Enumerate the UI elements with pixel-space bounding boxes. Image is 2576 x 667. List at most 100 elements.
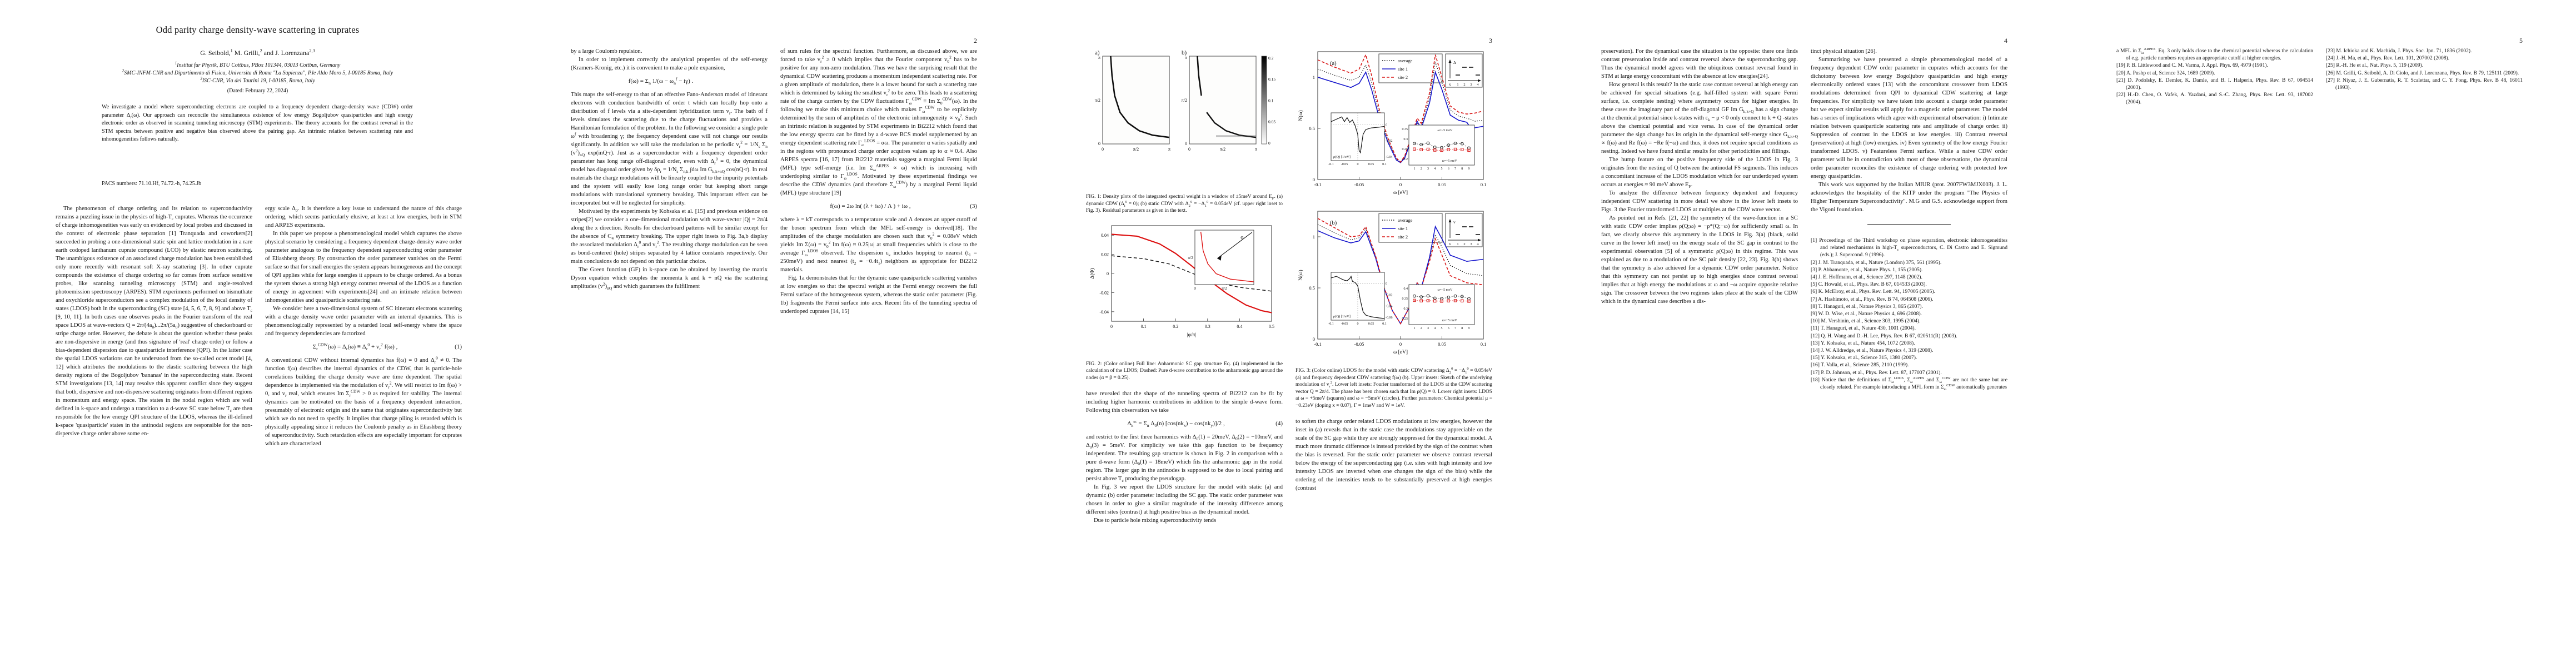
paragraph: ergy scale Δ0. It is therefore a key iss…	[265, 206, 462, 228]
paper-page-1: Odd parity charge density-wave scatterin…	[0, 0, 515, 667]
reference-item: [27] P. Niyaz, J. E. Gubernatis, R. T. S…	[2326, 77, 2523, 91]
svg-text:average: average	[1398, 58, 1413, 63]
paragraph: In this paper we propose a phenomenologi…	[265, 231, 462, 303]
affiliation-3: 3ISC-CNR, Via dei Taurini 19, I-00185, R…	[200, 76, 315, 84]
reference-item: [21] D. Podolsky, E. Demler, K. Damle, a…	[2116, 77, 2313, 91]
reference-item: [3] P. Abbamonte, et al., Nature Phys. 1…	[1811, 266, 1923, 273]
page-number: 2	[974, 37, 977, 44]
svg-text:xi: xi	[1449, 82, 1451, 87]
svg-text:4: 4	[1434, 167, 1436, 171]
paragraph: As pointed out in Refs. [21, 22] the sym…	[1601, 215, 1798, 305]
figure-2-gap-structure: 0.04 0.02 0 -0.02 -0.04 0 0.1 0.2 0.3 0.4 0.5 |φ/π|…	[1089, 225, 1274, 338]
paper-title: Odd parity charge density-wave scatterin…	[156, 24, 360, 35]
svg-text:4: 4	[1434, 327, 1436, 330]
svg-text:0: 0	[1357, 163, 1359, 166]
paragraph: The phenomenon of charge ordering and it…	[56, 206, 252, 437]
reference-item: [20] A. Pushp et al, Science 324, 1689 (…	[2116, 69, 2215, 76]
svg-text:0: 0	[1098, 141, 1100, 146]
figure-1-density-plots: a)ππ/200 π/2 πb)ππ/200 π/2 π0.20.150.10.050	[1095, 49, 1276, 152]
svg-text:0.4: 0.4	[1237, 324, 1242, 329]
paragraph: and restrict to the first three harmonic…	[1086, 434, 1283, 483]
paragraph: of sum rules for the spectral function. …	[780, 48, 977, 196]
svg-text:1: 1	[1313, 234, 1315, 240]
svg-text:0: 0	[1313, 177, 1315, 182]
reference-list: [1] Proceedings of the Third workshop on…	[1811, 237, 2007, 391]
svg-text:π/2: π/2	[1182, 98, 1187, 103]
svg-text:0: 0	[1102, 147, 1104, 152]
paper-page-3: 3 a) π π/2 0 0 π/2 π b) π π/2 0 0 π/2 π 0.2 0.15 0.1 0.05 0…	[1030, 0, 1546, 667]
reference-item: [9] W. D. Wise, et al., Nature Physics 4…	[1811, 311, 1922, 317]
paragraph: Fig. 1a demonstrates that for the dynami…	[780, 275, 977, 315]
svg-text:(b): (b)	[1330, 220, 1337, 226]
svg-text:0.1: 0.1	[1382, 322, 1387, 326]
paragraph: have revealed that the shape of the tunn…	[1086, 390, 1283, 414]
svg-text:3: 3	[1427, 167, 1429, 171]
reference-item: [7] A. Hashimoto, et al., Phys. Rev. B 7…	[1811, 296, 1934, 302]
paragraph: Summarising we have presented a simple p…	[1811, 57, 2007, 180]
svg-text:0.1: 0.1	[1268, 98, 1274, 103]
svg-text:0: 0	[1399, 182, 1402, 187]
fig2: 0.04 0.02 0 -0.02 -0.04 0 0.1 0.2 0.3 0.4 0.5 |φ/π|…	[1086, 222, 1283, 357]
paragraph: In Fig. 3 we report the LDOS structure f…	[1086, 484, 1283, 515]
page2-column-right: of sum rules for the spectral function. …	[780, 47, 977, 616]
svg-text:1: 1	[1457, 242, 1458, 246]
svg-text:0: 0	[1399, 341, 1402, 347]
paper-page-4: 4 preservation). For the dynamical case t…	[1546, 0, 2061, 667]
figure-3-panel-a: 10.50-0.1 -0.05 0 0.05 0.1ω [eV]N(ω)(a) avera…	[1298, 51, 1486, 196]
svg-text:3: 3	[1470, 242, 1472, 246]
svg-text:ω=−5 meV: ω=−5 meV	[1437, 129, 1453, 132]
svg-text:π/2: π/2	[1220, 147, 1225, 152]
svg-text:0: 0	[1107, 271, 1109, 276]
reference-item: [14] J. W. Alldredge, et al., Nature Phy…	[1811, 347, 1934, 354]
svg-text:site 2: site 2	[1398, 74, 1408, 80]
reference-item: [12] Q. H. Wang and D.-H. Lee, Phys. Rev…	[1811, 332, 1957, 339]
svg-text:2: 2	[1421, 167, 1422, 171]
reference-item: [23] M. Ichioka and K. Machida, J. Phys.…	[2326, 48, 2472, 54]
reference-item: [11] T. Hanaguri, et al., Nature 430, 10…	[1811, 325, 1916, 332]
page5-column-right: [23] M. Ichioka and K. Machida, J. Phys.…	[2326, 47, 2523, 616]
svg-text:π: π	[1098, 55, 1100, 60]
figure-caption: FIG. 1: Density plots of the integrated …	[1086, 194, 1283, 214]
figure-3-panel-b: 10.50-0.1 -0.05 0 0.05 0.1ω [eV]N(ω)(b) avera…	[1298, 211, 1486, 355]
svg-text:a): a)	[1095, 49, 1100, 56]
svg-text:-0.05: -0.05	[1354, 341, 1364, 347]
svg-text:Δi0: Δi0	[1453, 60, 1456, 65]
svg-text:-0.1: -0.1	[1328, 163, 1334, 166]
fig3a: 1 0.5 0 -0.1 -0.05 0 0.05 0.1 ω [eV] N(ω) (a) avera…	[1296, 47, 1492, 205]
reference-item: [13] Y. Kohsaka, et al., Nature 454, 107…	[1811, 340, 1915, 346]
paragraph: This maps the self-energy to that of an …	[571, 92, 768, 206]
svg-text:-0.02: -0.02	[1386, 140, 1393, 143]
svg-text:0: 0	[1188, 147, 1190, 152]
fig3b: 1 0.5 0 -0.1 -0.05 0 0.05 0.1 ω [eV] N(ω) (b) avera…	[1296, 207, 1492, 364]
reference-item: [26] M. Grilli, G. Seibold, A. Di Ciolo,…	[2326, 69, 2519, 76]
svg-text:π: π	[1255, 147, 1257, 152]
svg-text:0.3: 0.3	[1205, 324, 1210, 329]
svg-text:0.05: 0.05	[1268, 120, 1275, 125]
reference-item: [2] J. M. Tranquada, et al., Nature (Lon…	[1811, 259, 1942, 266]
svg-text:π/2: π/2	[1133, 147, 1139, 152]
reference-item: [1] Proceedings of the Third workshop on…	[1811, 237, 2007, 258]
reference-item: [4] J. E. Hoffmann, et al., Science 297,…	[1811, 274, 1922, 281]
svg-text:6: 6	[1448, 327, 1449, 330]
svg-text:0: 0	[1194, 286, 1196, 291]
paragraph: tinct physical situation [26].	[1811, 48, 1877, 54]
svg-text:-0.05: -0.05	[1341, 322, 1348, 326]
svg-text:-0.02: -0.02	[1099, 290, 1109, 295]
svg-text:0: 0	[1386, 124, 1387, 127]
svg-text:0.35: 0.35	[1402, 128, 1408, 131]
svg-text:0.25: 0.25	[1402, 148, 1408, 151]
page4-column-right: tinct physical situation [26]. Summarisin…	[1811, 47, 2007, 616]
svg-text:-0.04: -0.04	[1386, 156, 1393, 159]
svg-text:0.2: 0.2	[1268, 56, 1274, 61]
svg-text:φ: φ	[1240, 234, 1243, 240]
display-equation: f(ω) = 2ω ln( (λ + iω) / Λ ) + iω , (3)	[830, 203, 977, 210]
author-line: G. Seibold,1 M. Grilli,2 and J. Lorenzan…	[200, 48, 315, 57]
svg-text:3: 3	[1427, 327, 1429, 330]
svg-text:ω=+5 meV: ω=+5 meV	[1442, 319, 1458, 322]
svg-text:ω [eV]: ω [eV]	[1393, 350, 1408, 355]
fig1: a) π π/2 0 0 π/2 π b) π π/2 0 0 π/2 π 0.2 0.15 0.1 0.05 0	[1086, 47, 1283, 190]
svg-text:site 1: site 1	[1398, 66, 1408, 72]
paper-page-2: 2 by a large Coulomb repulsion. In order t…	[515, 0, 1030, 667]
svg-text:4: 4	[1477, 83, 1479, 87]
svg-text:-0.1: -0.1	[1328, 322, 1334, 326]
